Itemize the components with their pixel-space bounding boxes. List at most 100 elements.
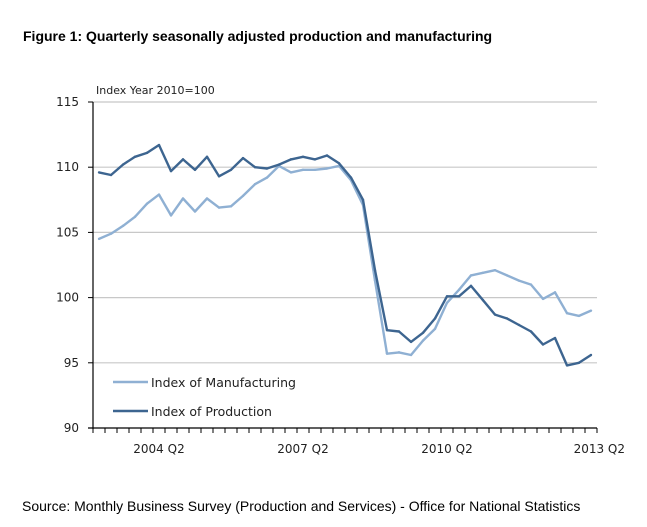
data-point — [577, 314, 581, 318]
data-point — [205, 197, 209, 200]
data-point — [397, 351, 401, 354]
data-point — [421, 331, 425, 335]
data-point — [445, 295, 449, 298]
data-point — [241, 194, 245, 198]
y-tick-label: 115 — [56, 95, 79, 109]
series-line-index-of-production — [98, 143, 592, 367]
data-point — [325, 154, 329, 157]
data-point — [457, 295, 461, 298]
data-point — [229, 168, 233, 172]
data-point — [337, 162, 341, 165]
data-point — [409, 340, 413, 344]
y-tick-label: 100 — [56, 291, 79, 305]
source-note: Source: Monthly Business Survey (Product… — [22, 498, 581, 514]
x-tick-label: 2013 Q2 — [574, 442, 625, 456]
data-point — [433, 317, 437, 320]
data-point — [505, 317, 509, 320]
data-point — [181, 158, 185, 161]
data-point — [265, 176, 269, 179]
data-point — [181, 197, 185, 200]
data-point — [217, 206, 221, 209]
data-point — [265, 167, 269, 170]
data-point — [349, 176, 353, 179]
data-point — [289, 158, 293, 161]
data-point — [277, 163, 281, 166]
data-point — [517, 279, 521, 282]
data-point — [253, 182, 257, 186]
data-point — [145, 151, 149, 155]
legend-label: Index of Manufacturing — [151, 375, 296, 390]
data-point — [541, 297, 545, 301]
data-point — [397, 330, 401, 333]
data-point — [433, 327, 437, 331]
data-point — [169, 169, 173, 173]
data-point — [373, 279, 377, 282]
data-point — [133, 215, 137, 218]
data-point — [313, 168, 317, 172]
figure-title: Figure 1: Quarterly seasonally adjusted … — [23, 28, 493, 44]
data-point — [109, 173, 113, 177]
data-point — [541, 343, 545, 346]
data-point — [589, 353, 593, 357]
data-point — [493, 269, 497, 272]
data-point — [193, 210, 197, 213]
y-tick-label: 95 — [64, 356, 79, 370]
data-point — [577, 361, 581, 364]
data-point — [529, 283, 533, 286]
data-point — [109, 232, 113, 235]
y-axis-unit-label: Index Year 2010=100 — [96, 84, 215, 97]
legend: Index of Manufacturing Index of Productio… — [113, 375, 296, 419]
data-point — [121, 163, 125, 166]
data-point — [481, 299, 485, 302]
data-point — [517, 323, 521, 327]
data-point — [385, 352, 389, 355]
data-point — [553, 336, 557, 340]
data-point — [409, 353, 413, 357]
data-point — [445, 301, 449, 305]
data-point — [313, 158, 317, 161]
data-point — [97, 237, 101, 241]
data-point — [361, 198, 365, 201]
data-point — [157, 193, 161, 196]
series-line-index-of-manufacturing — [98, 164, 592, 357]
data-point — [553, 291, 557, 294]
x-tick-label: 2004 Q2 — [133, 442, 184, 456]
x-tick-label: 2010 Q2 — [421, 442, 472, 456]
data-point — [457, 288, 461, 291]
data-point — [289, 171, 293, 174]
gridlines — [93, 101, 597, 364]
data-point — [253, 166, 257, 169]
data-point — [469, 274, 473, 277]
legend-label: Index of Production — [151, 404, 272, 419]
data-point — [205, 155, 209, 158]
data-point — [325, 167, 329, 170]
data-point — [169, 214, 173, 217]
x-tick-label: 2007 Q2 — [277, 442, 328, 456]
data-point — [493, 313, 497, 316]
data-point — [121, 224, 125, 228]
data-point — [421, 339, 425, 342]
data-point — [565, 312, 569, 315]
data-point — [385, 329, 389, 332]
data-point — [193, 168, 197, 172]
axes: 90 95 100 105 110 115 2004 Q2 2007 Q2 2010 Q2 201… — [56, 95, 625, 456]
data-point — [565, 364, 569, 367]
data-point — [97, 171, 101, 174]
data-point — [373, 269, 377, 272]
data-point — [505, 274, 509, 277]
data-point — [217, 175, 221, 178]
data-point — [529, 330, 533, 333]
y-tick-label: 90 — [64, 421, 79, 435]
y-tick-label: 105 — [56, 225, 79, 239]
series-layer — [97, 143, 593, 367]
y-tick-label: 110 — [56, 160, 79, 174]
data-point — [469, 284, 473, 288]
data-point — [481, 271, 485, 275]
data-point — [589, 309, 593, 312]
data-point — [145, 202, 149, 205]
data-point — [157, 143, 161, 147]
data-point — [301, 155, 305, 158]
data-point — [301, 168, 305, 172]
data-point — [229, 205, 233, 208]
